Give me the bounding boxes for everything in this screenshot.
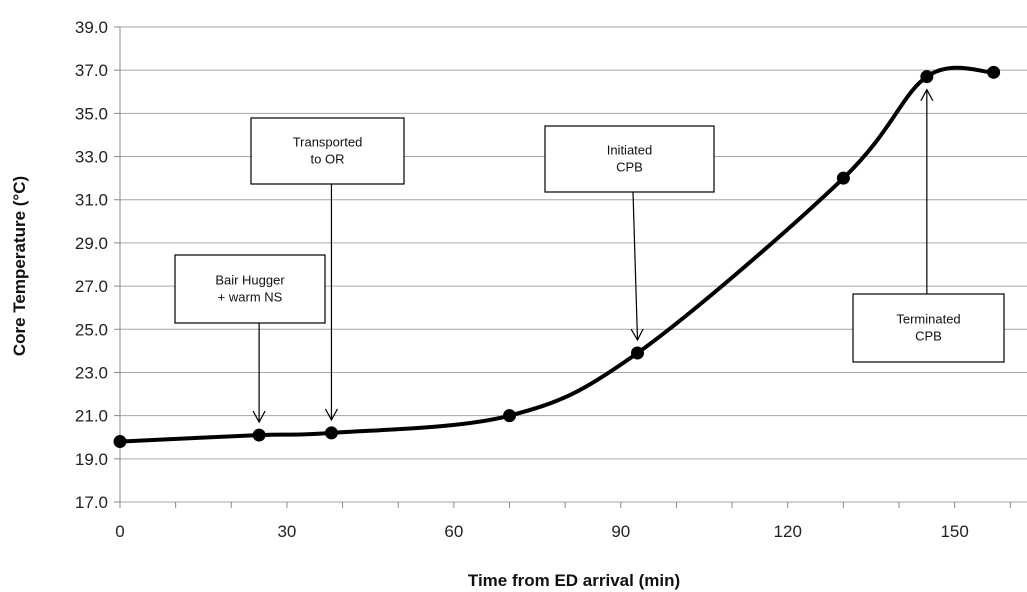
x-tick-label: 60	[444, 522, 463, 541]
tick-labels: 17.0 19.0 21.0 23.0 25.0 27.0 29.0 31.0 33.0 35.0…	[75, 18, 969, 541]
annotation-label: Bair Hugger	[215, 273, 285, 288]
annotation-callout: Bair Hugger + warm NS	[174, 254, 326, 424]
annotation-label: + warm NS	[218, 290, 283, 305]
data-point	[113, 435, 127, 449]
data-point	[630, 346, 644, 360]
data-point	[252, 428, 266, 442]
y-tick-label: 31.0	[75, 191, 108, 210]
annotation-arrow	[630, 191, 644, 342]
axes	[114, 26, 1011, 508]
y-tick-label: 33.0	[75, 148, 108, 167]
x-tick-label: 90	[611, 522, 630, 541]
annotation-callout: Terminated CPB	[852, 88, 1005, 363]
annotation-label: Initiated	[607, 143, 653, 158]
x-axis-title: Time from ED arrival (min)	[468, 571, 680, 590]
y-axis-title: Core Temperature (°C)	[10, 176, 29, 356]
data-point	[920, 70, 934, 84]
x-tick-label: 0	[115, 522, 124, 541]
y-tick-label: 23.0	[75, 363, 108, 382]
y-tick-label: 29.0	[75, 234, 108, 253]
annotation-box	[174, 254, 326, 324]
annotation-box	[544, 125, 715, 193]
data-point	[324, 426, 338, 440]
series-line	[118, 65, 996, 444]
y-tick-label: 39.0	[75, 18, 108, 37]
annotation-label: to OR	[311, 152, 345, 167]
data-series	[113, 65, 1001, 449]
y-tick-label: 35.0	[75, 104, 108, 123]
annotation-label: Transported	[293, 135, 363, 150]
y-tick-label: 19.0	[75, 450, 108, 469]
x-tick-label: 30	[277, 522, 296, 541]
x-tick-label: 150	[940, 522, 968, 541]
annotation-box	[852, 293, 1005, 363]
data-point	[503, 409, 517, 423]
data-point	[987, 65, 1001, 79]
annotation-label: CPB	[915, 329, 942, 344]
data-point	[836, 171, 850, 185]
annotation-label: CPB	[616, 160, 643, 175]
y-tick-label: 27.0	[75, 277, 108, 296]
y-tick-label: 17.0	[75, 493, 108, 512]
y-tick-label: 21.0	[75, 407, 108, 426]
annotation-label: Terminated	[896, 312, 960, 327]
x-tick-label: 120	[774, 522, 802, 541]
annotation-callout: Transported to OR	[250, 117, 405, 422]
annotation-callout: Initiated CPB	[544, 125, 715, 342]
annotation-box	[250, 117, 405, 185]
y-tick-label: 37.0	[75, 61, 108, 80]
y-tick-label: 25.0	[75, 320, 108, 339]
annotations: Bair Hugger + warm NS Transported to OR Init…	[174, 88, 1005, 424]
